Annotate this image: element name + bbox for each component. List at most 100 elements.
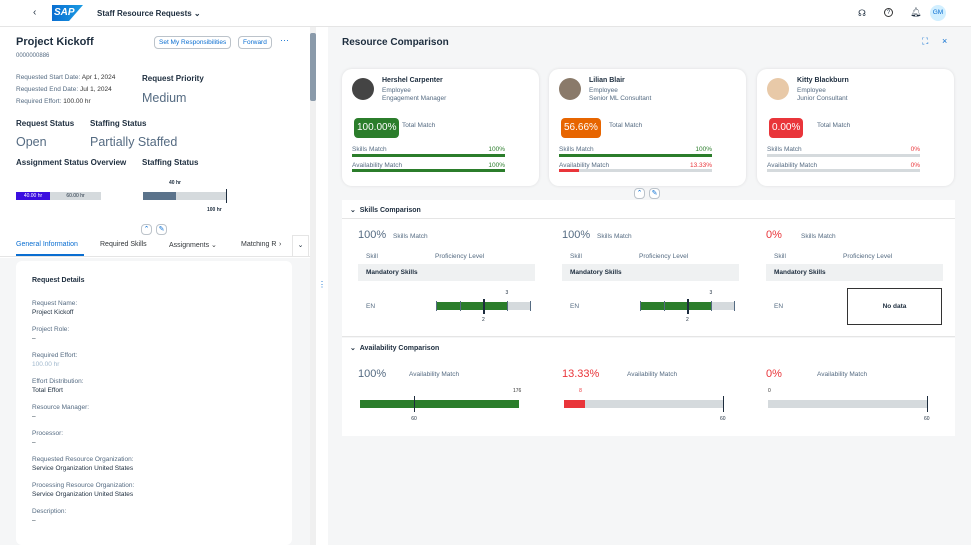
assigned-bar: 40.00 hr xyxy=(16,192,50,200)
pin-header-button[interactable]: ✎ xyxy=(156,224,167,235)
skills-section-title: Skills Comparison xyxy=(359,207,421,214)
candidate-role: Junior Consultant xyxy=(797,95,848,102)
effort-label: Required Effort: xyxy=(16,98,62,105)
total-match-label: Total Match xyxy=(609,122,643,129)
request-status-value: Open xyxy=(16,135,47,149)
proficiency-tick xyxy=(530,301,531,311)
availability-section-title: Availability Comparison xyxy=(359,345,440,352)
skills-match-label: Skills Match xyxy=(559,146,594,153)
availability-match-fill xyxy=(352,169,505,172)
app-title: Staff Resource Requests xyxy=(97,9,192,18)
proficiency-tick xyxy=(663,301,665,311)
proficiency-fill xyxy=(436,302,507,310)
skills-match-label: Skills Match xyxy=(393,233,428,240)
field-label: Processing Resource Organization: xyxy=(32,482,135,489)
required-hours-label: 60 xyxy=(924,416,930,422)
required-level-marker xyxy=(483,299,485,314)
skills-section-toggle[interactable]: ⌄ Skills Comparison xyxy=(350,207,421,214)
set-my-responsibilities-button[interactable]: Set My Responsibilities xyxy=(154,36,232,49)
tab-general-information[interactable]: General Information xyxy=(16,241,78,248)
staffing-bar xyxy=(143,192,226,200)
field-value: 100.00 hr xyxy=(32,361,60,368)
mandatory-skills-group: Mandatory Skills xyxy=(562,264,739,281)
field-label: Effort Distribution: xyxy=(32,378,84,385)
left-scrollbar[interactable] xyxy=(310,27,316,545)
staffing-status-value: Partially Staffed xyxy=(90,135,178,149)
tab-matching[interactable]: Matching R xyxy=(241,241,277,248)
availability-section-toggle[interactable]: ⌄ Availability Comparison xyxy=(350,345,440,352)
skill-name: EN xyxy=(570,303,580,310)
col-skill: Skill xyxy=(366,253,378,260)
app-title-menu[interactable]: Staff Resource Requests ⌄ xyxy=(97,9,201,18)
tab-scroll-right-icon[interactable]: › xyxy=(279,241,282,248)
proficiency-fill xyxy=(640,302,711,310)
proficiency-tick xyxy=(459,301,461,311)
scrollbar-thumb[interactable] xyxy=(310,33,316,101)
availability-match-bar xyxy=(767,169,920,172)
user-avatar[interactable]: GM xyxy=(930,5,946,21)
available-hours-label: 176 xyxy=(513,388,522,394)
candidate-type: Employee xyxy=(382,87,411,94)
availability-match-percent: 0% xyxy=(766,368,782,380)
availability-match-value: 0% xyxy=(910,162,920,169)
staffed-value: 40 hr xyxy=(169,180,181,186)
help-icon[interactable]: ? xyxy=(884,8,893,17)
field-label: Resource Manager: xyxy=(32,404,90,411)
proficiency-tick xyxy=(710,301,712,311)
back-icon[interactable]: ‹ xyxy=(33,7,37,18)
col-proficiency: Proficiency Level xyxy=(843,253,893,260)
required-hours-marker xyxy=(414,396,416,412)
candidate-avatar xyxy=(352,78,374,100)
availability-match-label: Availability Match xyxy=(409,371,460,378)
field-label: Request Name: xyxy=(32,300,78,307)
forward-button[interactable]: Forward xyxy=(238,36,272,49)
staffing-status-label: Staffing Status xyxy=(90,119,147,128)
skills-match-percent: 100% xyxy=(358,229,387,241)
availability-fill xyxy=(360,400,519,408)
field-value: – xyxy=(32,439,36,446)
total-match-badge: 0.00% xyxy=(769,118,804,138)
skills-match-value: 100% xyxy=(695,146,712,153)
tab-required-skills[interactable]: Required Skills xyxy=(100,241,147,248)
close-icon[interactable]: × xyxy=(942,36,948,46)
availability-match-fill xyxy=(559,169,580,172)
candidate-card[interactable]: Kitty Blackburn Employee Junior Consulta… xyxy=(757,69,954,186)
skills-match-label: Skills Match xyxy=(597,233,632,240)
candidate-card[interactable]: Hershel Carpenter Employee Engagement Ma… xyxy=(342,69,539,186)
collapse-cards-button[interactable]: ⌃ xyxy=(634,188,645,199)
pin-cards-button[interactable]: ✎ xyxy=(649,188,660,199)
no-data-box: No data xyxy=(847,288,942,325)
candidate-role: Engagement Manager xyxy=(382,95,447,102)
active-tab-indicator xyxy=(16,254,84,256)
required-hours-marker xyxy=(927,396,928,412)
bell-icon[interactable]: 🔔︎ xyxy=(910,7,922,17)
details-title: Request Details xyxy=(32,277,85,284)
required-hours-marker xyxy=(723,396,724,412)
divider xyxy=(342,218,955,219)
candidate-name: Kitty Blackburn xyxy=(797,77,849,84)
end-date-label: Requested End Date: xyxy=(16,86,79,93)
candidate-card[interactable]: Lilian Blair Employee Senior ML Consulta… xyxy=(549,69,746,186)
fullscreen-icon[interactable]: ⛶ xyxy=(922,36,929,46)
availability-match-label: Availability Match xyxy=(817,371,868,378)
collapse-header-button[interactable]: ⌃ xyxy=(141,224,152,235)
field-value: Service Organization United States xyxy=(32,465,134,472)
skills-match-label: Skills Match xyxy=(801,233,836,240)
required-level-marker xyxy=(687,299,689,314)
candidate-role: Senior ML Consultant xyxy=(589,95,652,102)
required-level-label: 2 xyxy=(686,317,689,323)
tab-assignments[interactable]: Assignments ⌄ xyxy=(169,242,217,249)
tab-overflow-button[interactable]: ⌄ xyxy=(292,235,309,257)
candidate-name: Lilian Blair xyxy=(589,77,625,84)
tab-bar: General Information Required Skills Assi… xyxy=(0,235,310,257)
availability-match-label: Availability Match xyxy=(352,162,403,169)
more-icon[interactable]: ··· xyxy=(280,35,289,45)
resize-handle[interactable]: ⋮ xyxy=(318,280,326,289)
priority-value: Medium xyxy=(142,91,187,105)
skills-match-label: Skills Match xyxy=(352,146,387,153)
availability-match-label: Availability Match xyxy=(627,371,678,378)
skills-match-bar xyxy=(559,154,712,157)
availability-match-percent: 13.33% xyxy=(562,368,600,380)
priority-label: Request Priority xyxy=(142,74,204,83)
headset-icon[interactable]: ☊ xyxy=(858,8,866,18)
